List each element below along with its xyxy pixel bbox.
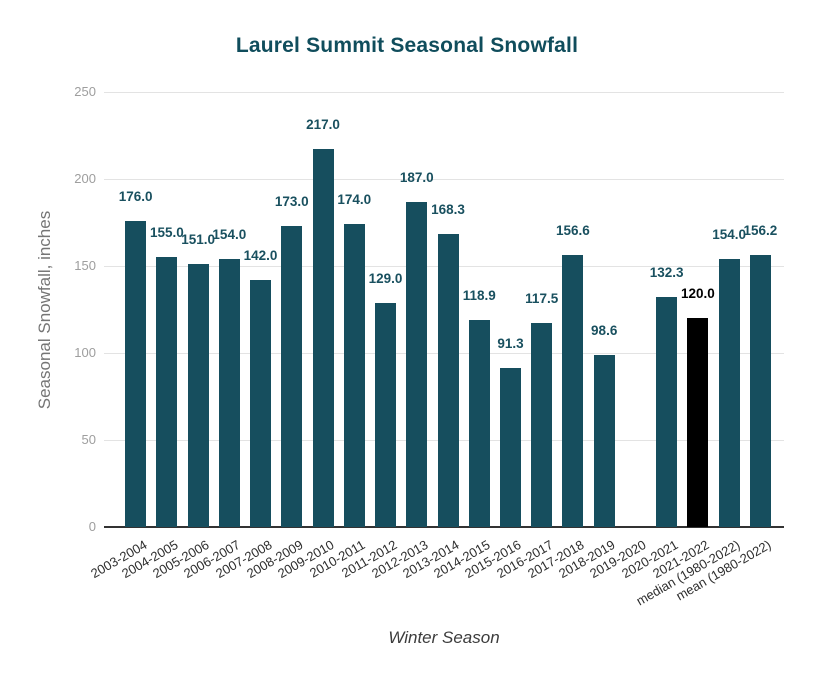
bar [406,201,428,527]
y-tick-label: 50 [81,432,96,447]
bar [562,254,584,527]
bar [499,368,521,527]
bar [718,259,740,527]
gridline [104,179,784,180]
bar-value-label: 154.0 [212,227,247,243]
bar [531,322,553,527]
bar-value-label: 155.0 [149,225,184,241]
chart-title: Laurel Summit Seasonal Snowfall [235,34,579,57]
bar-value-label: 156.2 [743,223,778,239]
bar-value-label: 98.6 [591,323,618,339]
bar-value-label: 156.6 [556,222,590,238]
bar [375,302,397,527]
bar-value-label: 117.5 [525,290,559,306]
bar-value-label: 91.3 [497,336,524,352]
bar-value-label: 120.0 [680,286,715,302]
bar-value-label: 132.3 [649,264,684,280]
bar [343,224,365,527]
bar [281,225,303,527]
x-axis-baseline [104,526,784,528]
bar [187,264,209,527]
bar [437,234,459,527]
y-tick-label: 0 [88,519,96,534]
bar-value-label: 129.0 [368,270,403,286]
bar [312,149,334,527]
bar-value-label: 118.9 [462,288,496,304]
bar [593,355,615,527]
bar-value-label: 173.0 [274,193,309,209]
bar-value-label: 142.0 [243,247,278,263]
bar-value-label: 217.0 [306,117,340,133]
bar [218,259,240,527]
y-tick-label: 250 [74,84,96,99]
bar [125,220,147,527]
bar [250,279,272,527]
bar-value-label: 187.0 [399,169,434,185]
y-tick-label: 150 [74,258,96,273]
bar [156,257,178,527]
bar-value-label: 176.0 [118,188,153,204]
bar [468,320,490,527]
y-tick-label: 200 [74,171,96,186]
bar-value-label: 151.0 [181,232,215,248]
bar [656,296,678,527]
bar-value-label: 174.0 [337,192,372,208]
x-axis-title: Winter Season [388,628,500,647]
bar [687,318,709,527]
gridline [104,92,784,93]
y-axis-title-text: Seasonal Snowfall, inches [35,210,54,410]
bar [749,255,771,527]
bar-value-label: 168.3 [431,202,465,218]
bar-value-label: 154.0 [712,227,747,243]
y-tick-label: 100 [74,345,96,360]
